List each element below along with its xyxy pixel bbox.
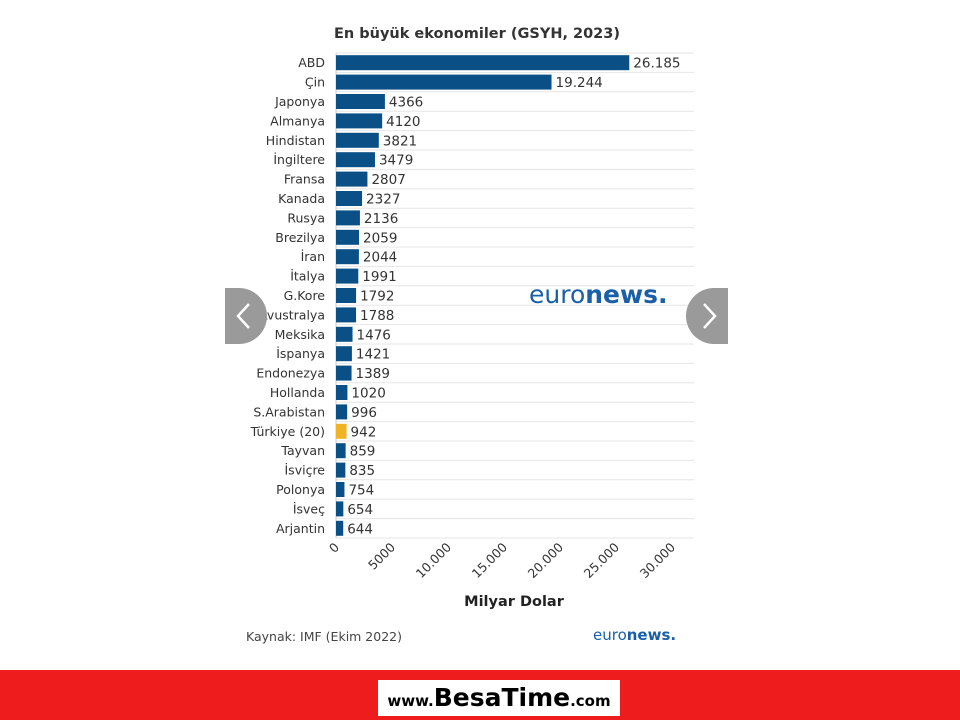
data-label: 3479 — [379, 153, 413, 169]
x-axis-label: Milyar Dolar — [464, 594, 565, 610]
category-label: Fransa — [284, 172, 325, 187]
data-label: 1020 — [351, 386, 385, 402]
data-label: 942 — [351, 424, 377, 440]
next-slide-button[interactable] — [686, 288, 728, 344]
data-label: 654 — [347, 502, 373, 518]
bar — [336, 365, 352, 381]
bar — [336, 229, 360, 245]
bar — [336, 307, 357, 323]
x-tick-label: 20.000 — [525, 539, 567, 581]
bar — [336, 132, 379, 148]
bar — [336, 385, 348, 400]
category-label: G.Kore — [284, 288, 326, 303]
bar — [336, 404, 348, 420]
bar — [336, 94, 385, 109]
bar — [336, 210, 360, 226]
category-label: İtalya — [290, 269, 325, 284]
chevron-right-icon — [703, 303, 717, 329]
data-label: 754 — [348, 483, 374, 499]
category-label: Meksika — [275, 327, 325, 342]
category-label: İngiltere — [273, 152, 325, 167]
category-label: Türkiye (20) — [250, 424, 325, 439]
category-label: Almanya — [270, 113, 325, 128]
data-label: 4366 — [389, 95, 423, 111]
data-label: 2136 — [364, 211, 398, 227]
bar — [336, 346, 352, 362]
data-label: 1792 — [360, 289, 394, 305]
category-label: Avustralya — [259, 307, 325, 322]
data-label: 835 — [349, 463, 375, 479]
chevron-left-icon — [236, 303, 250, 329]
category-label: İspanya — [276, 346, 325, 361]
data-label: 1788 — [360, 308, 394, 324]
data-label: 19.244 — [556, 75, 603, 91]
category-label: Brezilya — [275, 230, 325, 245]
category-label: Rusya — [287, 210, 325, 225]
value-labels: 26.185 19.244 4366 4120 3821 3479 2807 2327 2136… — [347, 56, 680, 538]
category-label: İsviçre — [285, 463, 326, 478]
euronews-logo-watermark: euronews. — [529, 280, 667, 309]
bar — [336, 268, 359, 284]
data-label: 644 — [347, 521, 373, 537]
bar — [336, 443, 346, 459]
category-label: Hindistan — [266, 133, 325, 148]
bar — [336, 501, 344, 517]
data-label: 4120 — [386, 114, 420, 130]
x-tick-label: 0 — [326, 539, 342, 555]
data-label: 2327 — [366, 192, 400, 208]
category-label: Endonezya — [256, 366, 325, 381]
category-label: İsveç — [293, 501, 325, 516]
bars — [336, 55, 630, 536]
x-axis-ticks: 0 5000 10.000 15.000 20.000 25.000 30.000 — [326, 539, 678, 581]
data-label: 2044 — [363, 250, 397, 266]
category-label: Çin — [305, 75, 325, 90]
source-note: Kaynak: IMF (Ekim 2022) — [246, 629, 402, 644]
category-labels: ABD Çin Japonya Almanya Hindistan İngiltere Fr… — [250, 55, 326, 536]
data-label: 2807 — [371, 172, 405, 188]
x-tick-label: 5000 — [365, 539, 398, 572]
data-label: 2059 — [363, 230, 397, 246]
category-label: İran — [301, 249, 325, 264]
chart-title: En büyük ekonomiler (GSYH, 2023) — [334, 26, 620, 42]
category-label: Arjantin — [276, 521, 325, 536]
bar — [336, 74, 552, 90]
category-label: Hollanda — [270, 385, 325, 400]
bar — [336, 462, 346, 478]
data-label: 1476 — [357, 327, 391, 343]
category-label: Japonya — [274, 94, 325, 109]
data-label: 1421 — [356, 347, 390, 363]
x-tick-label: 25.000 — [581, 539, 623, 581]
category-label: Polonya — [276, 482, 325, 497]
bar — [336, 482, 345, 497]
data-label: 3821 — [383, 133, 417, 149]
bar — [336, 520, 344, 536]
data-label: 26.185 — [633, 56, 680, 72]
category-label: ABD — [298, 55, 325, 70]
x-tick-label: 10.000 — [413, 539, 455, 581]
category-label: S.Arabistan — [253, 404, 325, 419]
x-tick-label: 30.000 — [637, 539, 679, 581]
footer-brand: www.BesaTime.com — [378, 680, 620, 716]
data-label: 1991 — [362, 269, 396, 285]
bar — [336, 152, 375, 168]
category-label: Tayvan — [280, 443, 325, 458]
previous-slide-button[interactable] — [225, 288, 267, 344]
data-label: 859 — [350, 444, 376, 460]
grid — [335, 52, 694, 539]
bar — [336, 423, 347, 439]
data-label: 996 — [351, 405, 377, 421]
bar — [336, 191, 363, 206]
bar — [336, 171, 368, 187]
bar — [336, 326, 353, 342]
bar — [336, 113, 383, 129]
data-label: 1389 — [356, 366, 390, 382]
bar — [336, 55, 630, 71]
category-label: Kanada — [278, 191, 325, 206]
euronews-logo: euronews. — [593, 626, 676, 644]
bar — [336, 288, 357, 303]
x-tick-label: 15.000 — [469, 539, 511, 581]
bar — [336, 249, 359, 265]
